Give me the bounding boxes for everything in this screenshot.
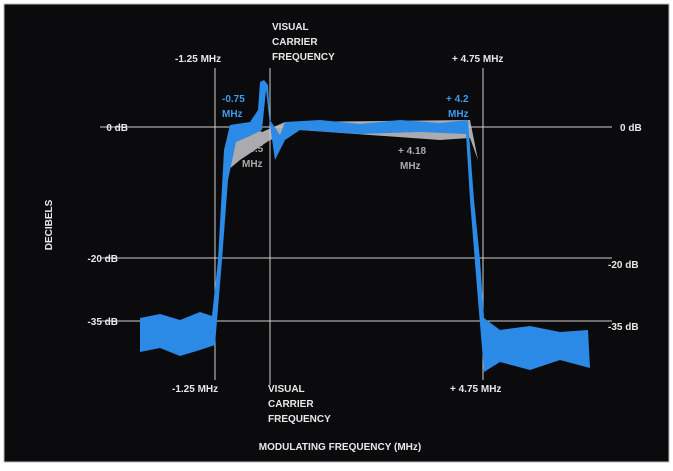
marker-label: + 4.75 MHz [450,384,501,395]
axis-label: DECIBELS [44,199,55,250]
marker-label: FREQUENCY [268,414,331,425]
annotation: MHz [222,109,243,120]
level-label: -20 dB [608,260,639,271]
marker-label: -1.25 MHz [175,54,221,65]
level-label: 0 dB [620,123,642,134]
level-label: -20 dB [87,254,118,265]
marker-label: -1.25 MHz [172,384,218,395]
level-label: -35 dB [87,317,118,328]
marker-label: VISUAL [272,22,309,33]
annotation: MHz [448,109,469,120]
annotation: MHz [242,159,263,170]
level-label: 0 dB [106,123,128,134]
annotation: -0.5 [246,144,264,155]
annotation: -0.75 [222,94,245,105]
background [3,3,670,463]
marker-label: CARRIER [268,399,314,410]
marker-label: VISUAL [268,384,305,395]
marker-label: + 4.75 MHz [452,54,503,65]
marker-label: CARRIER [272,37,318,48]
axis-label: MODULATING FREQUENCY (MHz) [259,442,421,453]
annotation: MHz [400,161,421,172]
marker-label: FREQUENCY [272,52,335,63]
annotation: + 4.18 [398,146,427,157]
blue-trace [140,80,590,372]
annotation: + 4.2 [446,94,469,105]
level-label: -35 dB [608,322,639,333]
